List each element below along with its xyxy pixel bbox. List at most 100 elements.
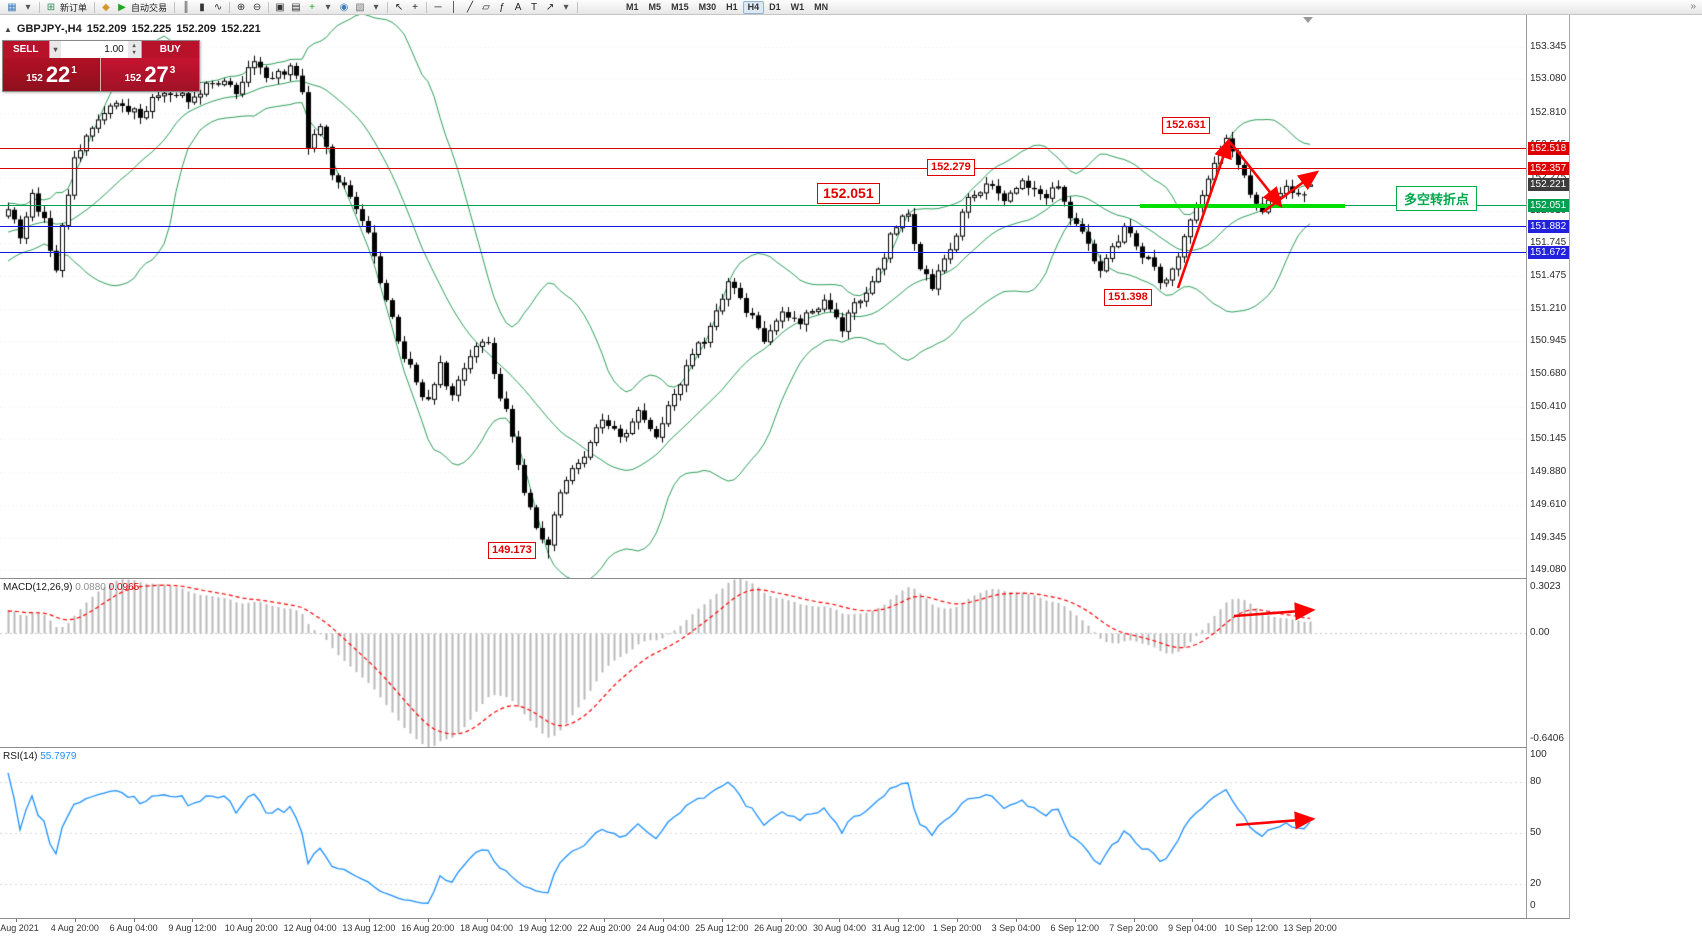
- toolbar-overflow-icon[interactable]: »: [1690, 1, 1696, 12]
- text-label-icon[interactable]: T: [530, 1, 538, 13]
- text-icon[interactable]: A: [514, 1, 522, 13]
- turning-point-level-segment[interactable]: [1140, 203, 1345, 208]
- ohlc-open: 152.209: [86, 23, 127, 35]
- price-scale-tick: 151.210: [1530, 302, 1567, 314]
- time-axis-tick: [1192, 919, 1194, 922]
- cursor-icon[interactable]: ↖: [394, 1, 404, 13]
- timeframe-button-m1[interactable]: M1: [626, 2, 639, 12]
- ohlc-low: 152.209: [176, 23, 217, 35]
- time-axis-label: 10 Aug 20:00: [224, 923, 278, 933]
- resistance-line-2[interactable]: [0, 167, 1526, 169]
- zoom-out-icon[interactable]: ⊖: [252, 1, 262, 13]
- crosshair-icon[interactable]: +: [412, 1, 418, 13]
- price-scale-tick: 149.080: [1530, 564, 1567, 576]
- support-line-2[interactable]: [0, 251, 1526, 253]
- time-axis-tick: [957, 919, 959, 922]
- main-chart-canvas[interactable]: [0, 15, 1526, 578]
- pivot-line[interactable]: [0, 205, 1526, 207]
- channel-icon[interactable]: ▱: [482, 1, 490, 13]
- indicator-list-icon[interactable]: +: [309, 1, 315, 13]
- time-axis-tick: [545, 919, 547, 922]
- timeframe-button-w1[interactable]: W1: [790, 2, 805, 12]
- price-annotation-152.051[interactable]: 152.051: [817, 182, 880, 204]
- time-axis-tick: [192, 919, 194, 922]
- template-icon[interactable]: ▧: [355, 1, 365, 13]
- price-scale-tick: 150.410: [1530, 400, 1567, 412]
- timeframe-button-m15[interactable]: M15: [671, 2, 689, 12]
- timeframe-button-m5[interactable]: M5: [648, 2, 662, 12]
- volume-down-icon[interactable]: ▾: [132, 49, 136, 56]
- buy-button[interactable]: BUY: [141, 41, 199, 58]
- rsi-title: RSI(14): [3, 751, 38, 762]
- template-dropdown-icon[interactable]: ▾: [373, 1, 379, 13]
- time-axis-label: 7 Sep 20:00: [1109, 923, 1158, 933]
- time-axis-tick: [721, 919, 723, 922]
- volume-input[interactable]: 1.00: [61, 41, 128, 58]
- autotrading-play-icon[interactable]: ▶: [118, 1, 126, 13]
- time-axis-label: 18 Aug 04:00: [460, 923, 514, 933]
- volume-spinner[interactable]: ▴ ▾: [127, 41, 142, 58]
- price-scale[interactable]: 153.345153.080152.810152.545152.275152.0…: [1526, 15, 1569, 918]
- timeframe-button-mn[interactable]: MN: [814, 2, 829, 12]
- timeframe-button-m30[interactable]: M30: [698, 2, 717, 12]
- chart-shift-marker[interactable]: [1303, 17, 1313, 23]
- autotrading-button[interactable]: 自动交易: [131, 2, 168, 13]
- time-axis-label: 12 Aug 04:00: [283, 923, 337, 933]
- line-style-icon[interactable]: ∿: [213, 1, 223, 13]
- volume-dropdown-icon[interactable]: ▾: [48, 41, 62, 58]
- sell-button[interactable]: SELL: [3, 41, 49, 58]
- time-axis-label: 4 Aug 20:00: [50, 923, 99, 933]
- price-annotation-151.398[interactable]: 151.398: [1104, 288, 1152, 306]
- rsi-panel-canvas[interactable]: [0, 748, 1526, 918]
- period-icon[interactable]: ◉: [339, 1, 349, 13]
- cascade-windows-icon[interactable]: ▤: [291, 1, 301, 13]
- one-click-collapse-icon[interactable]: ▲: [4, 24, 12, 34]
- ohlc-high: 152.225: [131, 23, 172, 35]
- zoom-in-icon[interactable]: ⊕: [236, 1, 246, 13]
- new-chart-icon[interactable]: ▦: [7, 1, 17, 13]
- time-axis-tick: [1251, 919, 1253, 922]
- vertical-line-icon[interactable]: │: [450, 1, 458, 13]
- resistance-line-1[interactable]: [0, 147, 1526, 149]
- price-scale-tick: 152.275: [1530, 172, 1566, 183]
- time-axis[interactable]: 3 Aug 2021 4 Aug 20:00 6 Aug 04:00 9 Aug 12…: [0, 919, 1570, 936]
- turning-point-label[interactable]: 多空转折点: [1396, 186, 1478, 211]
- rsi-scale-20: 20: [1530, 878, 1542, 889]
- metaeditor-compass-icon[interactable]: ◆: [102, 1, 110, 13]
- candlestick-style-icon[interactable]: ▮: [199, 1, 205, 13]
- timeframe-button-h1[interactable]: H1: [726, 2, 738, 12]
- time-axis-label: 13 Sep 20:00: [1283, 923, 1337, 933]
- price-annotation-152.279[interactable]: 152.279: [927, 158, 975, 176]
- macd-panel-canvas[interactable]: [0, 579, 1526, 747]
- timeframe-button-d1[interactable]: D1: [769, 2, 781, 12]
- volume-up-icon[interactable]: ▴: [132, 42, 136, 49]
- price-scale-tick: 153.080: [1530, 73, 1567, 85]
- buy-price-button[interactable]: 152 27 3: [101, 58, 199, 91]
- trendline-icon[interactable]: ╱: [467, 1, 474, 13]
- toolbar-separator: [174, 1, 176, 13]
- sell-price-button[interactable]: 152 22 1: [3, 58, 101, 91]
- bid-price-main: 152: [26, 73, 43, 84]
- macd-panel-separator[interactable]: [0, 578, 1570, 579]
- fibonacci-icon[interactable]: ƒ: [499, 1, 505, 13]
- arrows-tool-icon[interactable]: ↗: [545, 1, 555, 13]
- chart-ohlc-line: ▲ GBPJPY-,H4 152.209 152.225 152.209 152…: [4, 23, 261, 35]
- time-axis-label: 9 Aug 12:00: [168, 923, 217, 933]
- ask-price-big: 27: [144, 61, 169, 87]
- rsi-panel-separator[interactable]: [0, 747, 1570, 748]
- new-order-icon[interactable]: ⊞: [46, 1, 56, 13]
- price-annotation-149.173[interactable]: 149.173: [488, 541, 536, 559]
- timeframe-button-h4[interactable]: H4: [742, 0, 765, 14]
- time-axis-label: 24 Aug 04:00: [636, 923, 690, 933]
- support-line-1[interactable]: [0, 225, 1526, 227]
- indicator-dropdown-icon[interactable]: ▾: [325, 1, 331, 13]
- tile-windows-icon[interactable]: ▣: [275, 1, 285, 13]
- horizontal-line-icon[interactable]: ─: [434, 1, 442, 13]
- new-order-button[interactable]: 新订单: [60, 2, 88, 13]
- bars-style-icon[interactable]: ║: [182, 1, 190, 13]
- rsi-label: RSI(14) 55.7979: [3, 751, 76, 762]
- price-annotation-152.631[interactable]: 152.631: [1162, 116, 1210, 134]
- arrows-dropdown-icon[interactable]: ▾: [563, 1, 569, 13]
- chart-list-dropdown-icon[interactable]: ▾: [25, 1, 31, 13]
- symbol-timeframe: GBPJPY-,H4: [16, 23, 82, 35]
